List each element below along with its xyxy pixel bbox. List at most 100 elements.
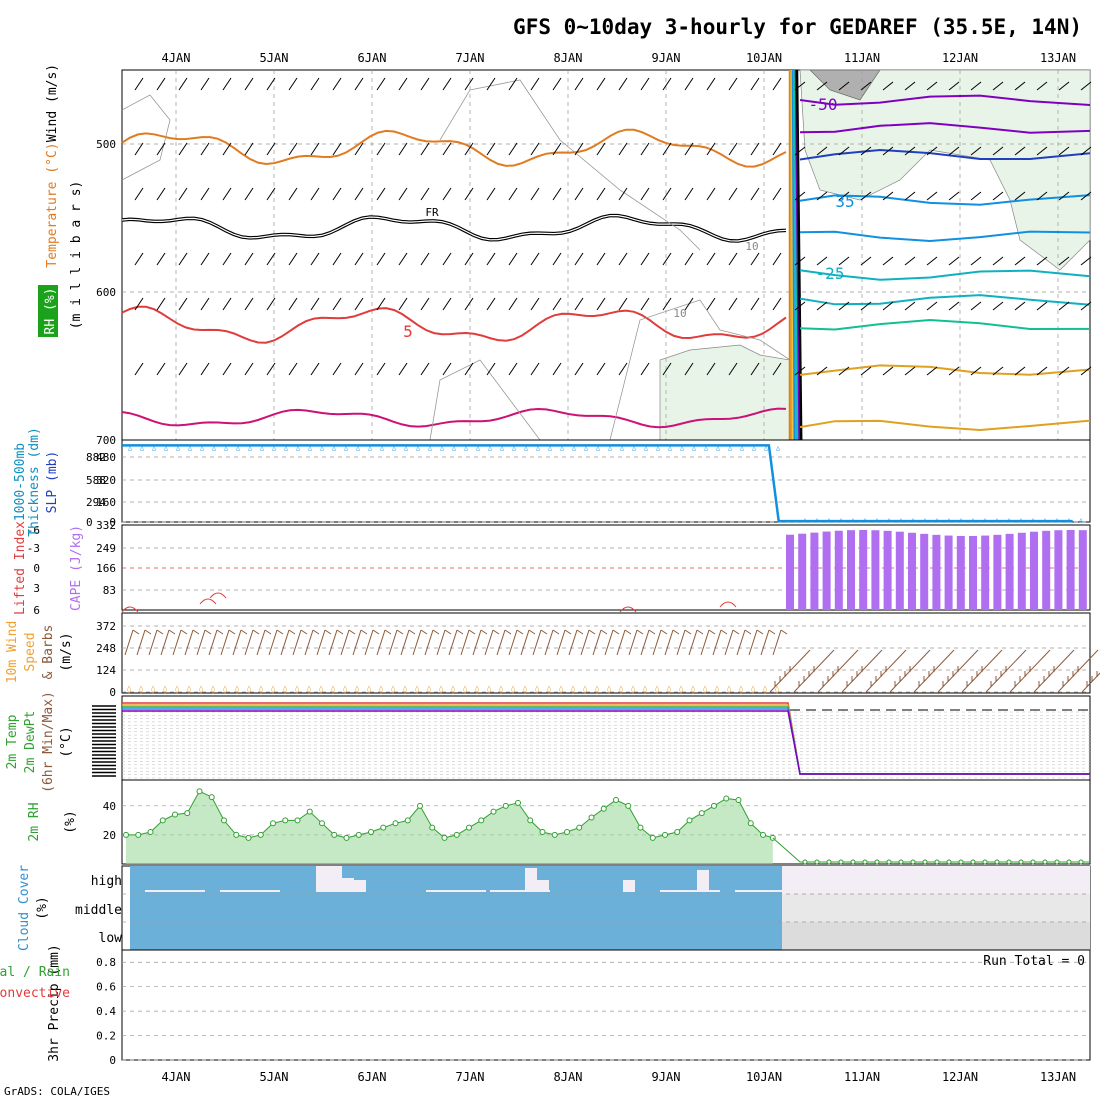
rh-point — [257, 831, 264, 838]
upper-wind-barb — [1036, 256, 1048, 266]
slp-marker: △ — [308, 444, 313, 452]
upper-wind-barb — [596, 362, 606, 376]
isotherm-line-right — [799, 230, 1091, 243]
rh-point-tail — [838, 859, 844, 865]
slp-marker: △ — [752, 444, 757, 452]
upper-wind-barb — [684, 187, 694, 201]
wind-speed-marker: ◊ — [283, 685, 288, 694]
date-label-bottom: 9JAN — [652, 1070, 681, 1084]
slp-marker: △ — [476, 444, 481, 452]
wind-speed-marker: ◊ — [595, 685, 600, 694]
wind-barb-flag — [396, 629, 404, 635]
upper-wind-barb — [244, 187, 254, 201]
wind-barb-flag — [492, 629, 500, 635]
rh-tick-label: 20 — [103, 829, 116, 842]
slp-marker: △ — [284, 444, 289, 452]
wind-barb — [376, 629, 386, 656]
wind-barb-flag — [684, 629, 692, 635]
upper-wind-barb — [310, 362, 320, 376]
rh-contour-fill — [659, 344, 791, 441]
isotherm-line-right — [799, 318, 1091, 331]
upper-wind-barb — [244, 362, 254, 376]
rh-point-tail — [970, 859, 976, 865]
rh-point — [698, 810, 705, 817]
cloud-cover-panel: high middle low — [75, 865, 1091, 951]
upper-wind-barb — [750, 297, 760, 311]
upper-wind-barb — [706, 77, 716, 91]
wind-barb — [592, 629, 602, 656]
wind-speed-marker: ◊ — [139, 685, 144, 694]
rh-point — [233, 831, 240, 838]
date-label-top: 13JAN — [1040, 51, 1076, 65]
upper-wind-barb — [970, 366, 982, 376]
y-label-wind-units: (m/s) — [59, 632, 74, 671]
wind-barb — [508, 629, 518, 656]
rh-point-tail — [1066, 859, 1072, 865]
upper-wind-barb — [310, 142, 320, 156]
wind-barb-flag — [648, 629, 656, 635]
wind-barb-flag — [612, 629, 620, 635]
wind-speed-marker: ◊ — [631, 685, 636, 694]
slp-tick-label: 588 — [86, 474, 106, 487]
upper-wind-barb — [266, 77, 276, 91]
rh-point — [649, 834, 656, 841]
upper-wind-barb — [266, 252, 276, 266]
upper-wind-barb — [486, 142, 496, 156]
upper-wind-barb — [728, 142, 738, 156]
upper-wind-barb — [948, 191, 960, 201]
y-label-2m-rh: 2m RH — [27, 802, 42, 841]
upper-wind-barb — [222, 362, 232, 376]
upper-wind-barb — [992, 191, 1004, 201]
cape-bar — [920, 533, 929, 610]
rh-point — [184, 810, 191, 817]
li-hump — [199, 598, 217, 605]
upper-wind-barb — [992, 256, 1004, 266]
upper-wind-barb — [1058, 146, 1070, 156]
wind-speed-marker: ◊ — [439, 685, 444, 694]
wind-barb-flag — [324, 629, 332, 635]
slp-marker: △ — [332, 444, 337, 452]
wind-barb — [532, 629, 542, 656]
upper-wind-barb — [618, 77, 628, 91]
upper-wind-barb — [156, 77, 166, 91]
upper-wind-barb — [992, 146, 1004, 156]
rh-point — [588, 814, 595, 821]
slp-marker: △ — [176, 444, 181, 452]
upper-wind-barb — [420, 187, 430, 201]
upper-wind-barb — [1058, 191, 1070, 201]
wind-speed-marker: ◊ — [403, 685, 408, 694]
upper-wind-barb — [970, 256, 982, 266]
rh-point — [123, 831, 129, 838]
rh-point-tail — [922, 859, 928, 865]
upper-wind-barb — [838, 81, 850, 91]
upper-wind-barb — [530, 77, 540, 91]
cloud-level-label: middle — [75, 903, 122, 918]
upper-wind-barb — [1036, 146, 1048, 156]
upper-wind-barb — [464, 252, 474, 266]
transition-line — [795, 69, 803, 441]
wind-barb — [280, 629, 290, 656]
upper-wind-barb — [882, 366, 894, 376]
precip-panel: 0.8 0.6 0.4 0.2 0 Run Total = 0 — [96, 949, 1091, 1067]
upper-wind-barb — [178, 297, 188, 311]
wind-speed-marker: ◊ — [367, 685, 372, 694]
rh-point-tail — [958, 859, 964, 865]
upper-wind-barb — [618, 297, 628, 311]
upper-wind-barb — [596, 77, 606, 91]
upper-wind-barb — [134, 362, 144, 376]
upper-wind-barb — [332, 297, 342, 311]
wind-speed-marker: ◊ — [295, 685, 300, 694]
slp-marker: △ — [596, 444, 601, 452]
cape-bar — [993, 534, 1002, 610]
upper-wind-barb — [1058, 301, 1070, 311]
upper-wind-barb — [1014, 256, 1026, 266]
upper-wind-barb — [1080, 256, 1092, 266]
wind-speed-marker: ◊ — [343, 685, 348, 694]
rh-point — [282, 817, 289, 824]
wind-barb — [604, 629, 614, 656]
y-label-temp-units: (°C) — [59, 726, 74, 757]
rh-point-tail — [1006, 859, 1012, 865]
upper-wind-barb — [354, 252, 364, 266]
upper-wind-barb — [574, 252, 584, 266]
